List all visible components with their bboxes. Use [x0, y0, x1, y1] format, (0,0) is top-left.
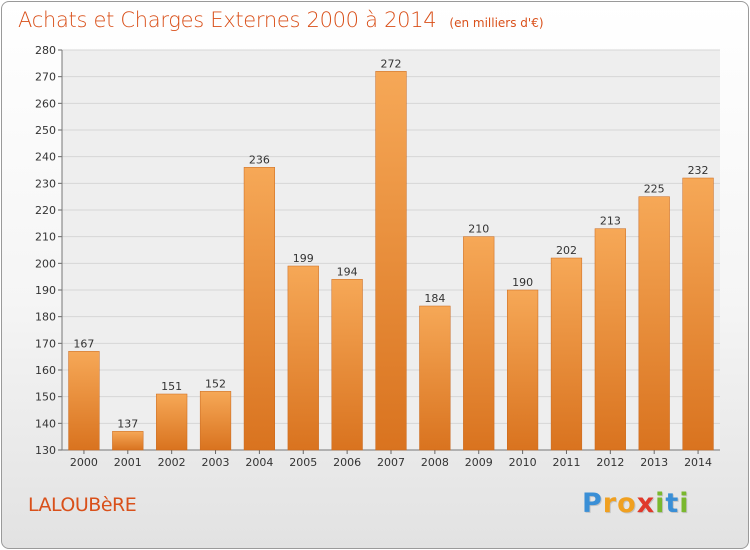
y-tick-label: 170 — [35, 337, 56, 350]
y-tick-label: 140 — [35, 417, 56, 430]
bar-2011 — [550, 257, 583, 451]
x-tick-label: 2002 — [158, 456, 186, 469]
proxiti-logo: Proxiti — [582, 488, 690, 519]
x-tick-label: 2011 — [552, 456, 580, 469]
x-tick-label: 2008 — [421, 456, 449, 469]
bar-value-label: 194 — [337, 265, 358, 278]
commune-name: LALOUBèRE — [28, 494, 137, 516]
bar-2009 — [463, 236, 495, 451]
x-tick-label: 2004 — [245, 456, 273, 469]
logo-letter: i — [679, 488, 690, 519]
bar-2001 — [112, 431, 144, 451]
bar-value-label: 184 — [424, 292, 445, 305]
y-tick-label: 220 — [35, 204, 56, 217]
bar-value-label: 213 — [600, 215, 621, 228]
bar-2012 — [594, 228, 626, 451]
bar-value-label: 225 — [644, 183, 665, 196]
bar-value-label: 167 — [73, 337, 94, 350]
bar-2013 — [638, 196, 670, 451]
x-tick-label: 2007 — [377, 456, 405, 469]
bar-value-label: 137 — [117, 417, 138, 430]
bar-2005 — [287, 265, 319, 451]
y-tick-label: 200 — [35, 257, 56, 270]
bar-value-label: 151 — [161, 380, 182, 393]
y-tick-label: 210 — [35, 231, 56, 244]
y-tick-label: 250 — [35, 124, 56, 137]
x-tick-label: 2001 — [114, 456, 142, 469]
logo-letter: P — [582, 488, 603, 519]
bar-2000 — [68, 351, 100, 451]
y-tick-label: 260 — [35, 97, 56, 110]
bar-value-label: 236 — [249, 153, 270, 166]
labels-layer: 130 140 150 160 170 180 190 200 210 220 230 240 250 2… — [35, 44, 712, 469]
bar-2006 — [331, 279, 363, 451]
bars-layer — [68, 71, 714, 451]
chart-title-row: Achats et Charges Externes 2000 à 2014 (… — [18, 8, 544, 32]
y-tick-label: 230 — [35, 177, 56, 190]
bar-value-label: 232 — [688, 164, 709, 177]
y-tick-label: 130 — [35, 444, 56, 457]
x-tick-label: 2010 — [509, 456, 537, 469]
bar-2004 — [243, 167, 276, 451]
y-tick-label: 240 — [35, 151, 56, 164]
bar-2008 — [419, 305, 451, 451]
x-tick-label: 2013 — [640, 456, 668, 469]
logo-letter: i — [655, 488, 666, 519]
x-tick-label: 2012 — [596, 456, 624, 469]
y-tick-label: 190 — [35, 284, 56, 297]
x-tick-label: 2006 — [333, 456, 361, 469]
chart-subtitle: (en milliers d'€) — [449, 16, 544, 30]
bar-2010 — [506, 289, 539, 451]
x-tick-label: 2009 — [465, 456, 493, 469]
logo-letter: t — [665, 488, 680, 519]
y-tick-label: 150 — [35, 391, 56, 404]
bar-value-label: 199 — [293, 252, 314, 265]
bar-2014 — [682, 177, 714, 451]
bar-2003 — [199, 391, 232, 451]
x-tick-label: 2014 — [684, 456, 712, 469]
bar-2007 — [375, 71, 407, 451]
logo-letter: x — [636, 488, 656, 519]
y-tick-label: 160 — [35, 364, 56, 377]
chart-title: Achats et Charges Externes 2000 à 2014 — [18, 8, 437, 32]
y-tick-label: 180 — [35, 311, 56, 324]
x-tick-label: 2003 — [202, 456, 230, 469]
logo-letter: o — [617, 488, 637, 519]
bar-value-label: 190 — [512, 276, 533, 289]
bar-value-label: 210 — [468, 223, 489, 236]
logo-letter: r — [602, 488, 618, 519]
x-tick-label: 2005 — [289, 456, 317, 469]
bar-value-label: 152 — [205, 377, 226, 390]
x-tick-label: 2000 — [70, 456, 98, 469]
bar-2002 — [156, 393, 188, 451]
y-tick-label: 280 — [35, 44, 56, 57]
bar-value-label: 202 — [556, 244, 577, 257]
bar-value-label: 272 — [381, 57, 402, 70]
y-tick-label: 270 — [35, 71, 56, 84]
